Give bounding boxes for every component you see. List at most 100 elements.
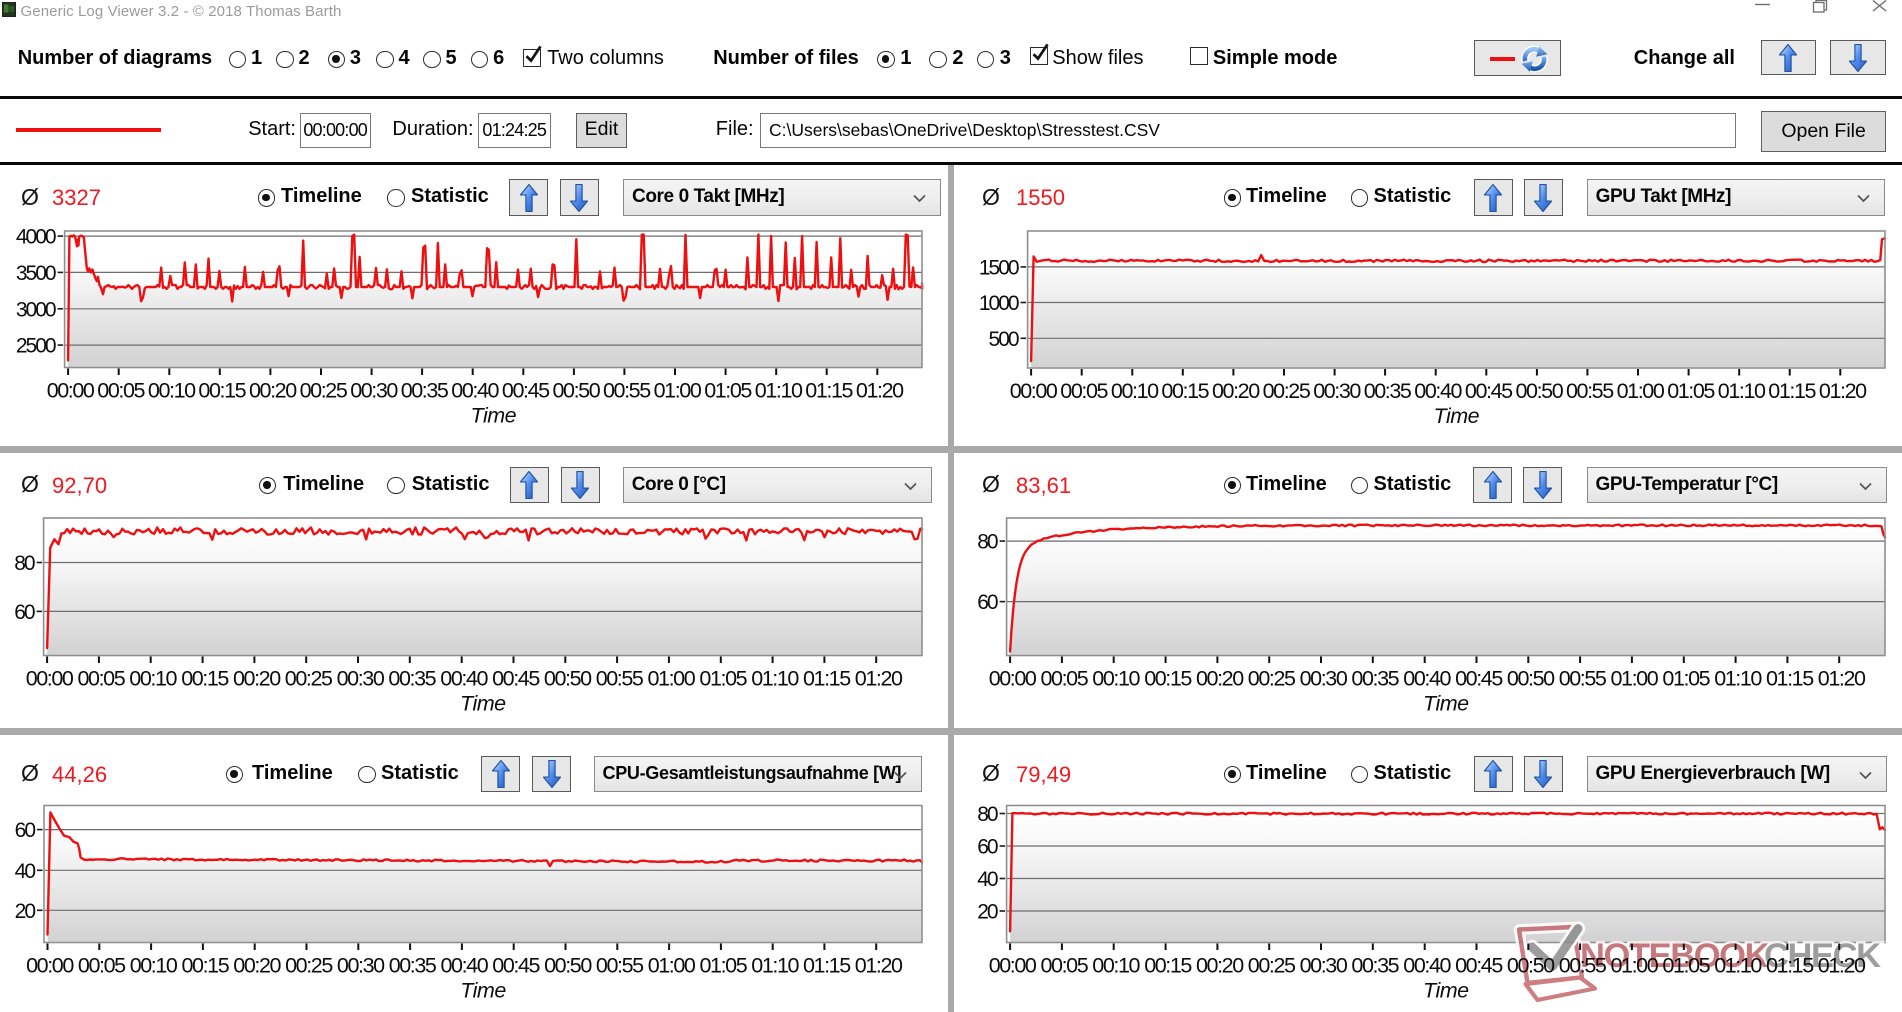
svg-text:00:55: 00:55 — [596, 667, 644, 691]
svg-text:CHECK: CHECK — [1764, 937, 1881, 975]
svg-text:20: 20 — [977, 901, 998, 924]
svg-text:00:45: 00:45 — [1455, 954, 1503, 978]
svg-text:00:50: 00:50 — [1507, 954, 1555, 978]
svg-text:00:50: 00:50 — [544, 667, 592, 691]
svg-text:00:40: 00:40 — [440, 954, 488, 978]
svg-text:00:05: 00:05 — [1060, 379, 1108, 403]
svg-text:01:20: 01:20 — [855, 667, 903, 691]
svg-text:00:50: 00:50 — [1515, 379, 1563, 403]
svg-text:00:05: 00:05 — [1040, 954, 1088, 978]
svg-text:00:10: 00:10 — [1092, 954, 1140, 978]
svg-text:00:00: 00:00 — [989, 954, 1037, 978]
svg-text:00:55: 00:55 — [1566, 379, 1614, 403]
svg-text:40: 40 — [977, 868, 998, 891]
svg-text:00:25: 00:25 — [285, 954, 333, 978]
svg-text:01:15: 01:15 — [805, 379, 853, 403]
svg-text:00:10: 00:10 — [1092, 667, 1140, 691]
svg-text:00:35: 00:35 — [389, 954, 437, 978]
svg-text:00:45: 00:45 — [1455, 667, 1503, 691]
svg-text:01:00: 01:00 — [647, 667, 695, 691]
svg-text:1500: 1500 — [979, 256, 1019, 279]
svg-text:00:10: 00:10 — [148, 379, 196, 403]
svg-text:01:10: 01:10 — [1714, 954, 1762, 978]
svg-text:NOTEBOOK: NOTEBOOK — [1580, 937, 1770, 975]
svg-text:00:20: 00:20 — [1196, 667, 1244, 691]
svg-text:Time: Time — [1434, 404, 1480, 428]
svg-text:500: 500 — [989, 328, 1019, 351]
svg-text:00:20: 00:20 — [1196, 954, 1244, 978]
svg-text:60: 60 — [15, 819, 36, 842]
svg-text:00:35: 00:35 — [1364, 379, 1412, 403]
svg-text:00:40: 00:40 — [451, 379, 499, 403]
svg-text:00:10: 00:10 — [130, 954, 178, 978]
svg-text:00:45: 00:45 — [1465, 379, 1513, 403]
svg-text:00:00: 00:00 — [1010, 379, 1058, 403]
svg-text:00:20: 00:20 — [233, 667, 281, 691]
svg-text:Time: Time — [460, 692, 506, 716]
svg-text:01:20: 01:20 — [856, 379, 904, 403]
svg-text:00:40: 00:40 — [1403, 667, 1451, 691]
svg-text:1000: 1000 — [979, 292, 1019, 315]
svg-text:00:00: 00:00 — [26, 667, 74, 691]
svg-text:00:05: 00:05 — [1040, 667, 1088, 691]
svg-text:00:05: 00:05 — [77, 667, 125, 691]
svg-text:00:20: 00:20 — [233, 954, 281, 978]
svg-text:01:10: 01:10 — [751, 954, 799, 978]
svg-text:00:25: 00:25 — [285, 667, 333, 691]
svg-text:01:15: 01:15 — [803, 667, 851, 691]
svg-text:00:20: 00:20 — [249, 379, 297, 403]
svg-text:00:50: 00:50 — [544, 954, 592, 978]
svg-text:00:30: 00:30 — [337, 667, 385, 691]
svg-text:00:30: 00:30 — [1300, 954, 1348, 978]
svg-text:00:15: 00:15 — [1144, 667, 1192, 691]
svg-text:00:15: 00:15 — [1161, 379, 1209, 403]
svg-text:00:40: 00:40 — [440, 667, 488, 691]
svg-text:01:05: 01:05 — [699, 667, 747, 691]
svg-text:00:30: 00:30 — [337, 954, 385, 978]
svg-text:01:15: 01:15 — [1766, 667, 1814, 691]
svg-text:Time: Time — [471, 404, 517, 428]
svg-text:80: 80 — [977, 531, 998, 554]
svg-text:60: 60 — [14, 601, 35, 624]
svg-text:00:55: 00:55 — [1559, 954, 1607, 978]
svg-text:00:10: 00:10 — [1111, 379, 1159, 403]
svg-text:00:15: 00:15 — [198, 379, 246, 403]
svg-text:01:15: 01:15 — [803, 954, 851, 978]
svg-text:00:00: 00:00 — [989, 667, 1037, 691]
svg-text:01:05: 01:05 — [1662, 954, 1710, 978]
svg-text:01:00: 01:00 — [1610, 667, 1658, 691]
svg-text:3000: 3000 — [16, 298, 56, 321]
svg-text:01:00: 01:00 — [1617, 379, 1665, 403]
svg-text:Time: Time — [460, 979, 506, 1003]
svg-text:00:45: 00:45 — [492, 667, 540, 691]
svg-text:60: 60 — [977, 836, 998, 859]
svg-text:00:00: 00:00 — [26, 954, 74, 978]
svg-text:01:05: 01:05 — [704, 379, 752, 403]
svg-text:01:10: 01:10 — [1714, 667, 1762, 691]
svg-text:00:30: 00:30 — [1300, 667, 1348, 691]
svg-text:00:15: 00:15 — [1144, 954, 1192, 978]
svg-text:00:15: 00:15 — [181, 667, 229, 691]
svg-text:00:35: 00:35 — [401, 379, 449, 403]
svg-text:01:20: 01:20 — [1819, 379, 1867, 403]
svg-text:00:20: 00:20 — [1212, 379, 1260, 403]
svg-text:00:40: 00:40 — [1403, 954, 1451, 978]
svg-text:00:30: 00:30 — [350, 379, 398, 403]
svg-text:00:50: 00:50 — [552, 379, 600, 403]
svg-text:00:25: 00:25 — [1248, 954, 1296, 978]
svg-text:00:45: 00:45 — [492, 954, 540, 978]
svg-text:Time: Time — [1423, 979, 1469, 1003]
svg-text:01:00: 01:00 — [1610, 954, 1658, 978]
svg-text:00:55: 00:55 — [603, 379, 651, 403]
svg-text:01:05: 01:05 — [1662, 667, 1710, 691]
svg-text:00:55: 00:55 — [596, 954, 644, 978]
svg-text:01:05: 01:05 — [699, 954, 747, 978]
svg-text:00:15: 00:15 — [181, 954, 229, 978]
svg-text:00:05: 00:05 — [78, 954, 126, 978]
svg-text:Time: Time — [1423, 692, 1469, 716]
svg-text:01:20: 01:20 — [1818, 954, 1866, 978]
svg-text:01:00: 01:00 — [654, 379, 702, 403]
svg-text:00:05: 00:05 — [97, 379, 145, 403]
svg-text:00:25: 00:25 — [300, 379, 348, 403]
svg-text:2500: 2500 — [16, 335, 56, 358]
